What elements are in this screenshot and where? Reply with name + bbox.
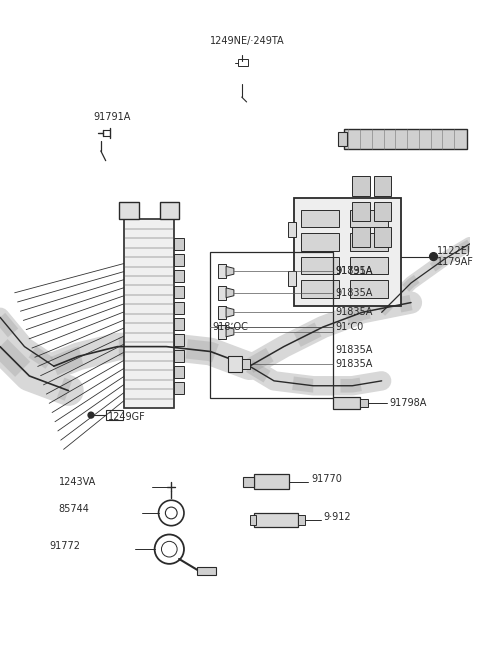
Text: 1249GF: 1249GF [108,412,145,422]
Bar [250,515,256,525]
Bar [374,202,392,221]
Bar [374,176,392,196]
Polygon shape [226,288,234,298]
Text: 918ʼOC: 918ʼOC [212,322,248,332]
Polygon shape [242,359,250,369]
Bar [174,318,184,330]
Bar [301,280,338,298]
Bar [159,202,179,219]
Bar [120,202,139,219]
Bar [345,129,467,149]
Text: 91835A: 91835A [336,344,373,355]
Bar [174,350,184,361]
Text: 91791A: 91791A [336,266,373,276]
Circle shape [430,253,437,260]
Bar [299,515,305,525]
Polygon shape [218,306,226,319]
Bar [350,280,387,298]
Polygon shape [228,356,242,372]
Text: 91835A: 91835A [336,288,373,298]
Bar [352,176,370,196]
Polygon shape [218,286,226,300]
Text: 1122EJ: 1122EJ [437,246,471,256]
Circle shape [88,412,94,418]
Text: 1243VA: 1243VA [59,476,96,487]
Bar [174,270,184,282]
Bar [174,302,184,314]
Polygon shape [226,307,234,317]
Bar [243,477,254,487]
Text: 91835A: 91835A [336,266,373,276]
Bar [337,132,348,146]
Bar [254,513,299,527]
Bar [352,227,370,247]
Bar [288,222,296,237]
Text: 91772: 91772 [49,541,80,551]
Text: 91770: 91770 [311,474,342,484]
Bar [106,410,123,420]
Bar [238,59,248,66]
Text: 91791A: 91791A [93,112,131,122]
Bar [174,334,184,346]
Bar [333,397,360,409]
Bar [174,254,184,266]
Bar [254,474,288,489]
Bar [352,202,370,221]
Bar [301,257,338,274]
Bar [210,252,333,399]
Text: 1179AF: 1179AF [437,258,474,267]
Bar [350,210,387,227]
Text: 85744: 85744 [59,504,90,514]
Text: 91835A: 91835A [336,359,373,369]
Bar [374,227,392,247]
Polygon shape [218,325,226,339]
Bar [288,271,296,286]
Polygon shape [218,264,226,278]
Bar [294,198,401,306]
Bar [174,238,184,250]
Bar [350,233,387,251]
Bar [124,219,174,408]
Bar [174,366,184,378]
Bar [174,382,184,394]
Bar [360,399,368,407]
Bar [301,210,338,227]
Text: 1249NE/·249TA: 1249NE/·249TA [210,36,285,46]
Bar [301,233,338,251]
Bar [197,567,216,575]
Text: 9·912: 9·912 [323,512,350,522]
Text: 91798A: 91798A [389,398,427,409]
Bar [350,257,387,274]
Bar [174,286,184,298]
Text: 91ʼC0: 91ʼC0 [336,322,364,332]
Text: 91835A: 91835A [336,307,373,317]
Polygon shape [226,327,234,337]
Polygon shape [226,266,234,276]
